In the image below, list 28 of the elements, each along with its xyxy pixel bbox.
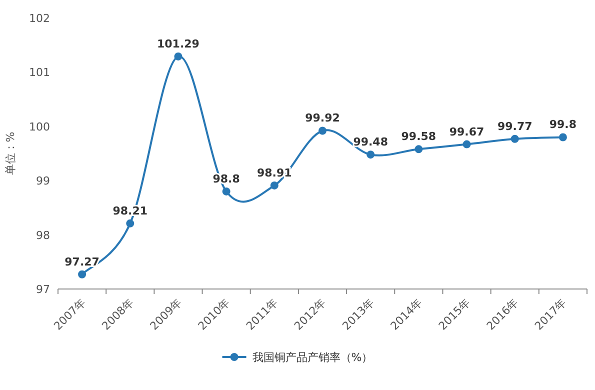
data-label: 99.77 [497,120,532,133]
y-tick-label: 101 [29,66,50,80]
point [222,187,230,196]
data-label: 99.92 [305,112,340,125]
data-label: 99.8 [549,118,577,132]
point [510,134,519,143]
y-tick-label: 102 [29,12,50,25]
data-label: 101.29 [157,37,200,50]
point [462,140,471,148]
legend: 我国铜产品产销率（%） [222,351,373,364]
point [366,150,375,159]
data-label: 97.27 [64,255,100,268]
data-label: 99.67 [449,125,484,138]
y-tick-label: 98 [36,228,50,242]
point [318,126,326,135]
point [270,181,278,190]
point [174,52,182,60]
point [126,219,134,228]
point [78,270,86,278]
legend-label: 我国铜产品产销率（%） [252,351,373,364]
y-tick-label: 99 [36,174,50,188]
y-axis-title: 单位：% [4,132,17,176]
point [558,133,567,142]
data-label: 99.58 [401,130,436,144]
data-label: 99.48 [353,136,388,149]
y-tick-label: 97 [36,283,50,296]
y-tick-label: 100 [29,120,50,134]
point [414,145,423,154]
